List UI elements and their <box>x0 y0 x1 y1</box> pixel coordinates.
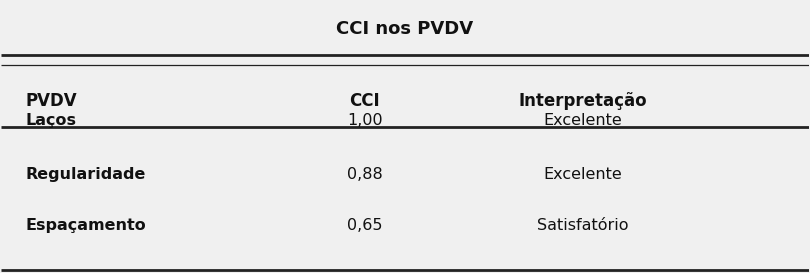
Text: Laços: Laços <box>26 113 77 128</box>
Text: 0,65: 0,65 <box>347 218 382 233</box>
Text: CCI: CCI <box>349 92 380 110</box>
Text: Excelente: Excelente <box>544 167 622 182</box>
Text: PVDV: PVDV <box>26 92 77 110</box>
Text: Interpretação: Interpretação <box>518 92 647 110</box>
Text: 0,88: 0,88 <box>347 167 382 182</box>
Text: Regularidade: Regularidade <box>26 167 146 182</box>
Text: Satisfatório: Satisfatório <box>537 218 629 233</box>
Text: 1,00: 1,00 <box>347 113 382 128</box>
Text: Espaçamento: Espaçamento <box>26 218 147 233</box>
Text: CCI nos PVDV: CCI nos PVDV <box>336 20 474 38</box>
Text: Excelente: Excelente <box>544 113 622 128</box>
